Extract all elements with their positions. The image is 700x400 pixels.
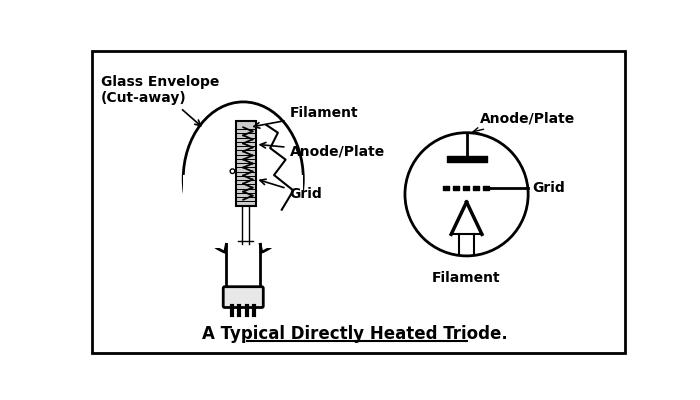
Text: Anode/Plate: Anode/Plate — [260, 142, 385, 159]
Text: Grid: Grid — [533, 181, 565, 195]
Bar — [235, 121, 256, 206]
Text: Grid: Grid — [260, 179, 322, 201]
Circle shape — [405, 133, 528, 256]
Text: Filament: Filament — [432, 271, 501, 285]
Circle shape — [230, 169, 235, 174]
Text: Filament: Filament — [254, 106, 358, 128]
FancyBboxPatch shape — [223, 287, 263, 308]
Text: Anode/Plate: Anode/Plate — [473, 112, 575, 133]
Text: Glass Envelope
(Cut-away): Glass Envelope (Cut-away) — [101, 75, 219, 126]
Ellipse shape — [183, 102, 303, 256]
FancyBboxPatch shape — [92, 51, 625, 353]
Text: A Typical Directly Heated Triode.: A Typical Directly Heated Triode. — [202, 326, 508, 344]
Bar — [183, 175, 303, 248]
Bar — [226, 244, 260, 288]
